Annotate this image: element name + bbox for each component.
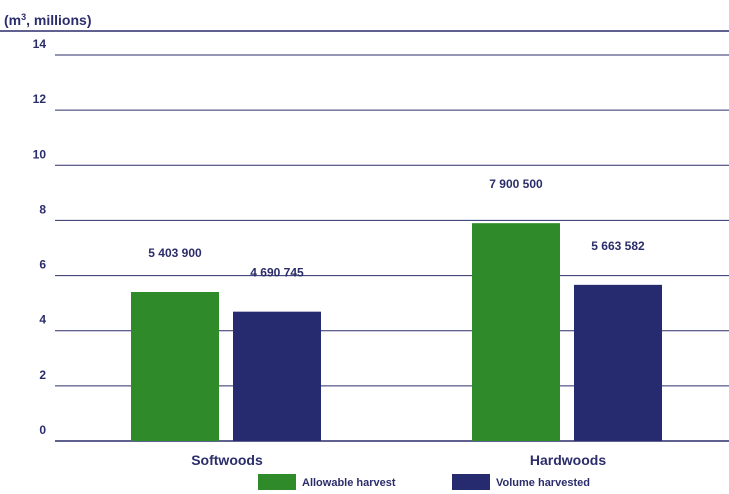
y-tick-label: 14	[33, 37, 47, 51]
data-label: 5 663 582	[591, 239, 645, 253]
y-tick-label: 2	[39, 368, 46, 382]
y-axis-ticks: 0 2 4 6 8 10 12 14	[33, 37, 47, 437]
y-axis-unit-prefix: (m	[4, 12, 21, 28]
bar-volume-harvested-softwoods	[233, 311, 321, 441]
svg-text:(m3, millions): (m3, millions)	[4, 12, 91, 28]
data-label: 7 900 500	[489, 177, 543, 191]
legend-swatch	[452, 474, 490, 490]
bar-allowable-harvest-hardwoods	[472, 223, 560, 441]
y-tick-label: 10	[33, 147, 47, 161]
y-axis-unit-suffix: , millions)	[26, 12, 91, 28]
data-label: 4 690 745	[250, 266, 304, 280]
bar-allowable-harvest-softwoods	[131, 292, 219, 441]
data-labels: 5 403 900 7 900 500 4 690 745 5 663 582	[148, 177, 645, 279]
y-tick-label: 0	[39, 423, 46, 437]
legend-label: Volume harvested	[496, 477, 590, 489]
legend-label: Allowable harvest	[302, 477, 396, 489]
bar-volume-harvested-hardwoods	[574, 284, 662, 441]
bars	[131, 223, 662, 441]
category-label: Softwoods	[191, 452, 263, 468]
legend-swatch	[258, 474, 296, 490]
category-label: Hardwoods	[530, 452, 606, 468]
y-tick-label: 6	[39, 258, 46, 272]
y-tick-label: 12	[33, 92, 47, 106]
y-tick-label: 4	[39, 313, 46, 327]
data-label: 5 403 900	[148, 246, 202, 260]
y-axis-unit-label: (m3, millions)	[4, 12, 91, 28]
legend: Allowable harvest Volume harvested	[258, 474, 590, 490]
y-axis-unit-superscript: 3	[21, 12, 26, 22]
y-tick-label: 8	[39, 202, 46, 216]
category-labels: Softwoods Hardwoods	[191, 452, 606, 468]
